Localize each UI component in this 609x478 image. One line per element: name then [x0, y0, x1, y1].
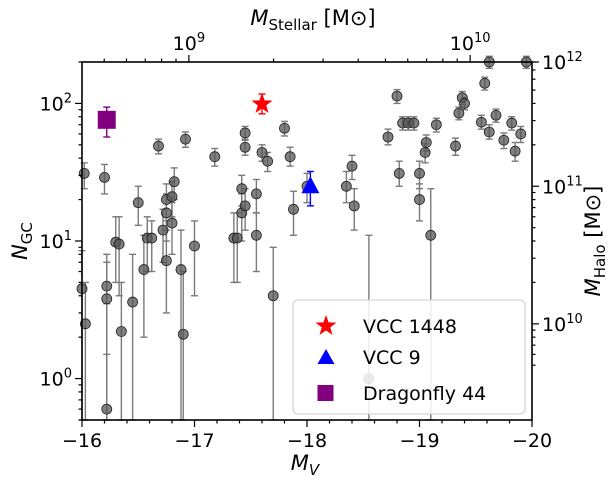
legend-star-marker	[315, 315, 337, 335]
legend-entry-dragonfly-44: Dragonfly 44	[317, 383, 486, 405]
top-tick-label: 1010	[450, 31, 491, 55]
data-point	[79, 318, 91, 330]
data-point	[115, 326, 127, 337]
x-tick-label: −19	[399, 430, 439, 452]
legend: VCC 1448 VCC 9 Dragonfly 44	[292, 299, 526, 415]
data-point	[288, 203, 299, 215]
data-point	[450, 140, 461, 152]
right-tick-label: 1010	[542, 312, 583, 336]
data-point	[166, 191, 178, 203]
y-tick-label: 100	[40, 367, 72, 391]
highlight-points	[97, 93, 320, 194]
data-point	[346, 160, 358, 172]
axis-ticks	[75, 55, 539, 427]
data-point	[459, 98, 470, 109]
data-point	[157, 224, 169, 236]
data-point	[490, 109, 502, 121]
right-tick-label: 1012	[542, 50, 583, 74]
data-point	[101, 293, 113, 305]
data-point	[236, 183, 248, 195]
data-point	[498, 134, 510, 146]
data-point	[414, 167, 425, 179]
data-point	[209, 151, 221, 163]
data-point	[279, 122, 290, 134]
data-point	[515, 128, 527, 140]
data-point	[250, 229, 262, 241]
vcc-9-point	[301, 176, 320, 194]
data-point	[175, 264, 187, 275]
data-point	[256, 147, 268, 158]
data-point	[267, 290, 279, 302]
x-tick-label: −20	[512, 430, 552, 452]
right-tick-label: 1011	[542, 174, 583, 198]
data-point	[483, 126, 495, 138]
y-tick-label: 102	[40, 91, 72, 115]
data-point	[408, 117, 420, 129]
data-point	[475, 116, 487, 128]
data-point	[239, 200, 251, 212]
data-point	[250, 188, 262, 200]
x-tick-label: −17	[174, 430, 214, 452]
data-point	[239, 127, 251, 139]
data-point	[166, 217, 178, 229]
data-point	[146, 232, 158, 244]
data-point	[509, 145, 521, 157]
data-point	[420, 137, 432, 148]
data-point	[168, 176, 180, 188]
data-point	[382, 131, 394, 143]
legend-entry-vcc-1448: VCC 1448	[315, 315, 457, 338]
data-point	[101, 403, 113, 415]
data-point	[113, 238, 125, 250]
data-point	[419, 147, 431, 158]
x-tick-label: −18	[287, 430, 327, 452]
data-point	[78, 167, 90, 179]
data-point	[177, 328, 189, 340]
vcc-1448-point	[251, 93, 273, 113]
legend-label-dragonfly-44: Dragonfly 44	[363, 383, 486, 405]
y-axis-title: NGC	[8, 222, 36, 260]
right-axis-title: MHalo [M⊙]	[581, 186, 609, 297]
top-tick-label: 109	[173, 31, 205, 55]
data-point	[340, 180, 352, 192]
data-point	[391, 90, 403, 102]
data-point	[425, 229, 437, 241]
legend-box	[292, 299, 526, 415]
data-point	[127, 296, 139, 308]
data-point	[132, 197, 144, 209]
data-point	[99, 171, 110, 183]
data-point	[506, 117, 518, 129]
data-point	[453, 107, 465, 119]
data-point	[414, 194, 425, 205]
data-point	[180, 133, 191, 145]
data-point	[189, 240, 200, 252]
data-points	[76, 56, 532, 415]
legend-label-vcc-1448: VCC 1448	[363, 316, 457, 338]
data-point	[430, 119, 442, 131]
y-tick-label: 101	[40, 229, 72, 253]
data-point	[348, 200, 360, 212]
data-point	[101, 280, 113, 292]
top-axis-title: MStellar [M⊙]	[250, 6, 375, 34]
dragonfly-44-point	[97, 110, 116, 129]
x-axis-title: MV	[291, 451, 321, 478]
data-point	[160, 207, 172, 219]
data-point	[239, 141, 251, 153]
data-point	[153, 140, 164, 152]
data-point	[262, 155, 274, 167]
data-point	[479, 77, 491, 89]
legend-square-marker	[317, 385, 334, 401]
legend-label-vcc-9: VCC 9	[363, 347, 421, 369]
x-tick-label: −16	[62, 430, 102, 452]
data-point	[160, 255, 172, 267]
data-point	[284, 151, 296, 163]
data-point	[231, 232, 243, 244]
legend-entry-vcc-9: VCC 9	[317, 347, 421, 369]
data-point	[138, 264, 150, 275]
legend-triangle-marker	[317, 349, 335, 364]
data-point	[393, 167, 405, 179]
axis-tick-labels: −16 −17 −18 −19 −20 100 101 102 109 1010 1010 1011 1…	[40, 31, 583, 452]
